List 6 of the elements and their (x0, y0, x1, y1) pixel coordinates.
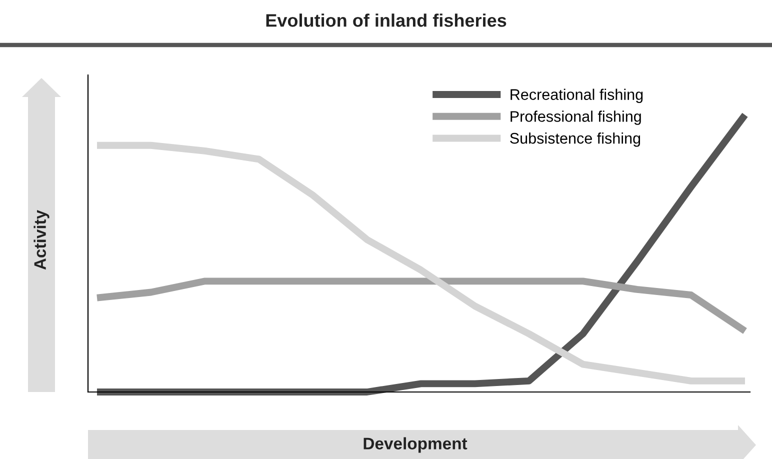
chart-title: Evolution of inland fisheries (266, 14, 506, 27)
x-axis-title: Development (364, 437, 468, 453)
legend-label: Recreational fishing (510, 88, 643, 103)
legend-label: Subsistence fishing (510, 132, 640, 147)
legend-label: Professional fishing (510, 110, 641, 125)
y-axis-title: Activity (34, 210, 50, 270)
